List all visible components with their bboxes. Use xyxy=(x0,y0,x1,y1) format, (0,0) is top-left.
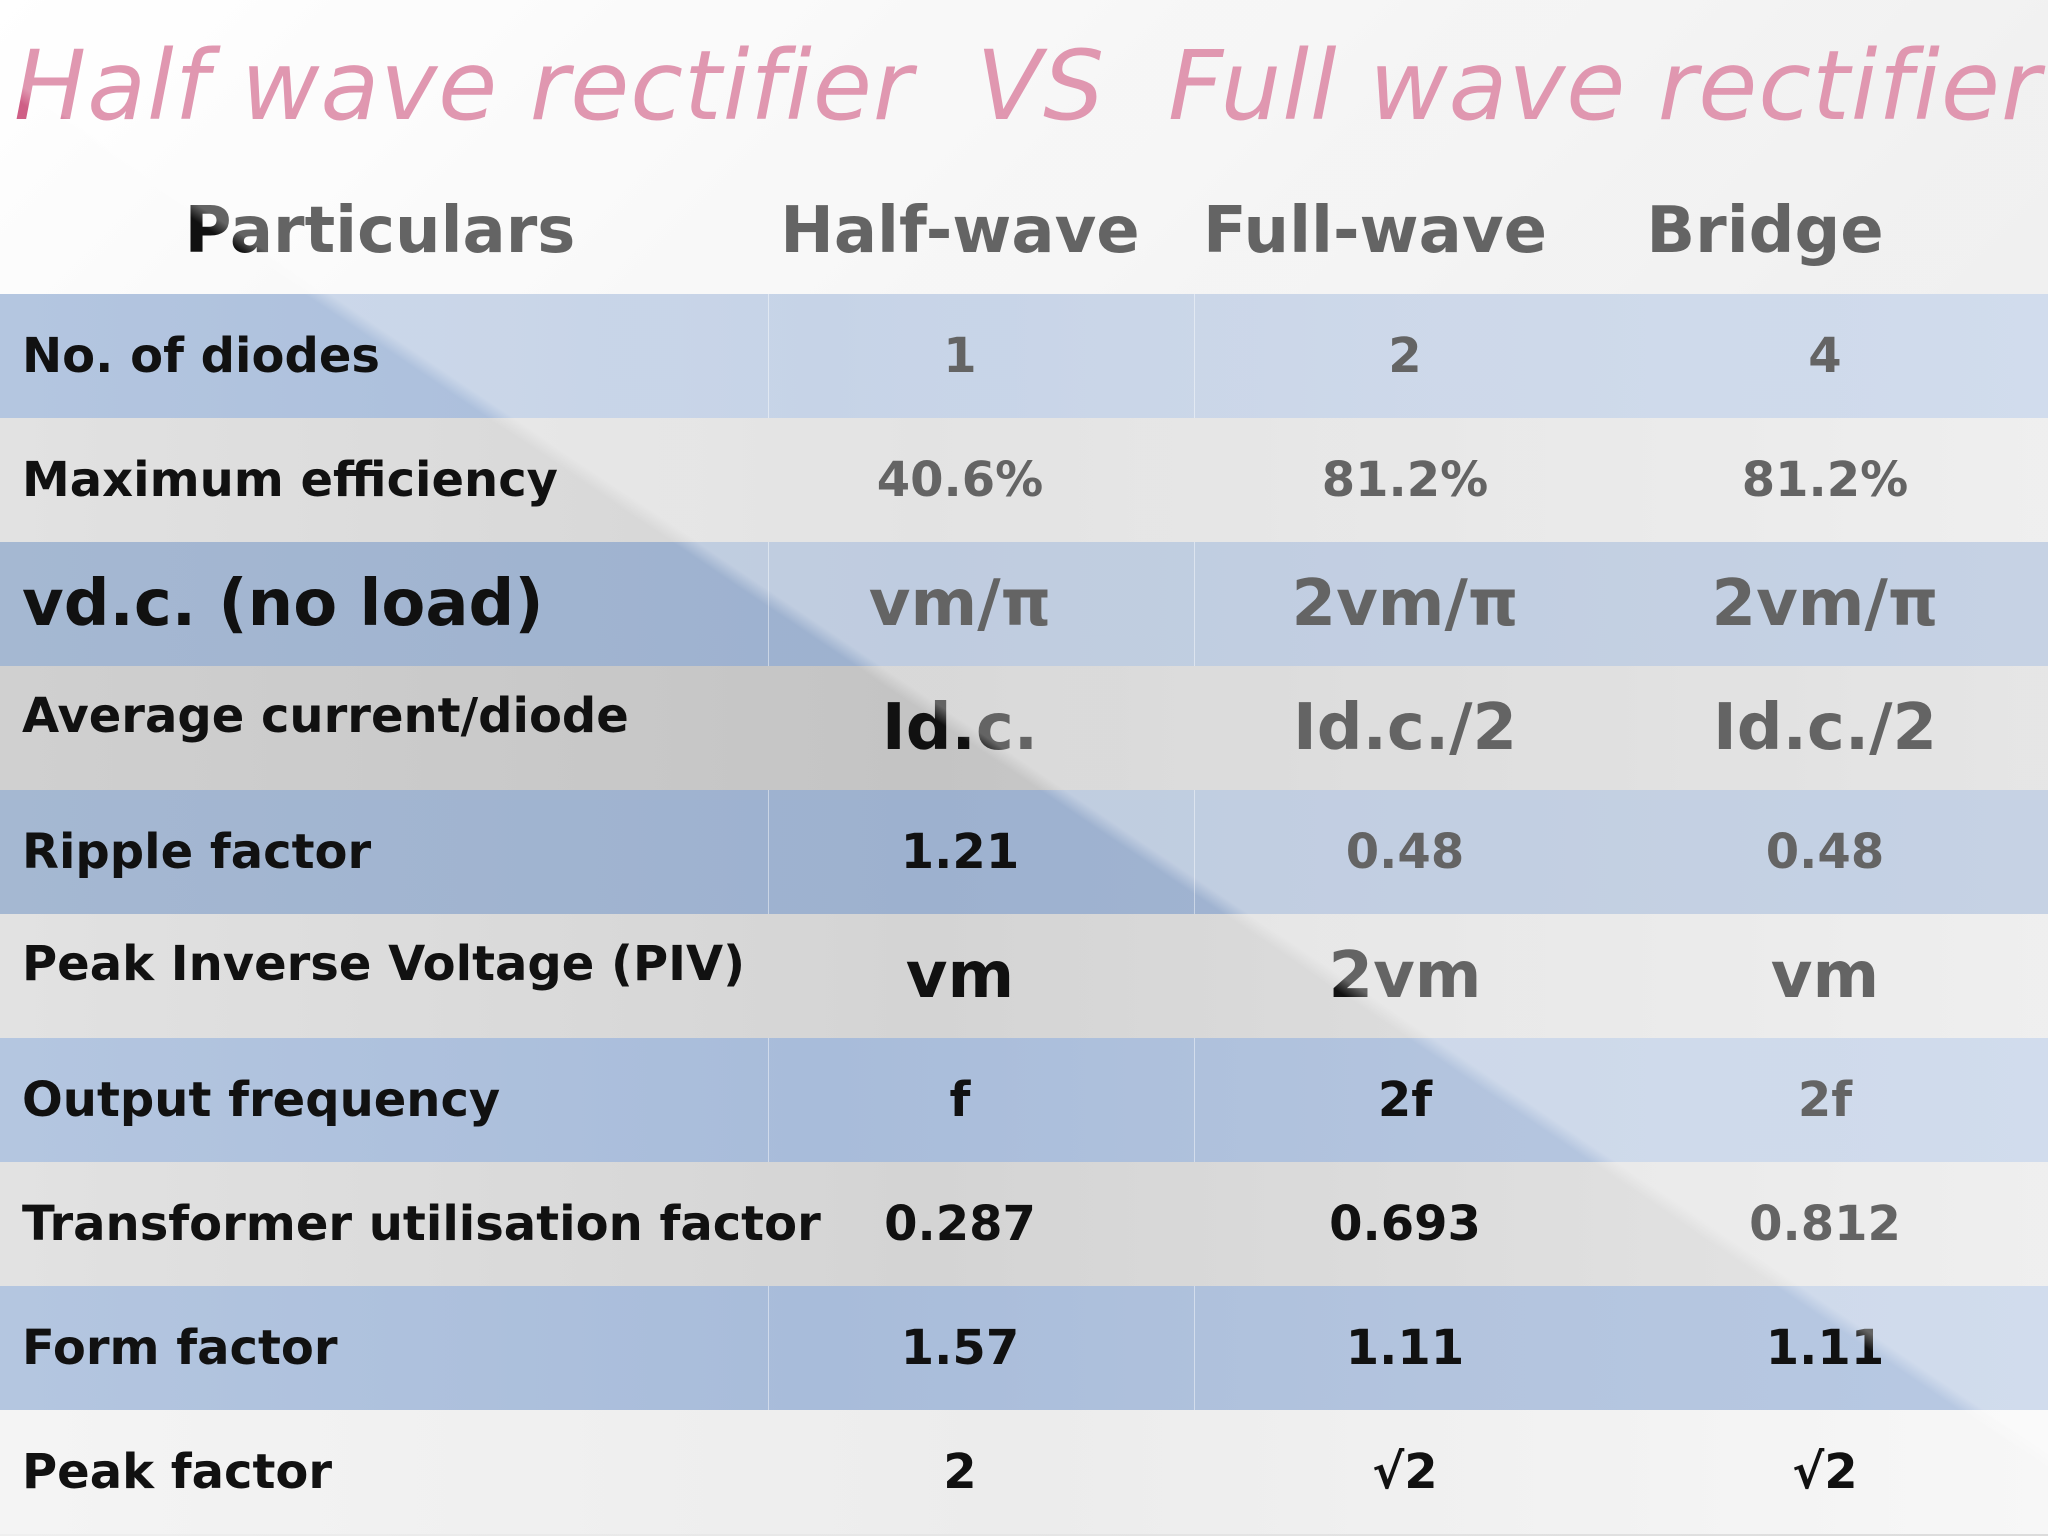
full-wave-value: 2vm/π xyxy=(1291,567,1519,641)
full-wave-value: 2vm xyxy=(1328,939,1482,1013)
full-wave-value: 0.693 xyxy=(1329,1196,1481,1252)
half-wave-value: 1 xyxy=(943,328,977,384)
row-label: Transformer utilisation factor xyxy=(22,1196,821,1252)
half-wave-value: vm xyxy=(905,939,1015,1013)
full-wave-value: 0.48 xyxy=(1345,824,1465,880)
half-wave-value: vm/π xyxy=(868,567,1052,641)
header-half-wave: Half-wave xyxy=(780,194,1140,268)
row-label: Ripple factor xyxy=(22,824,372,880)
full-wave-value: √2 xyxy=(1372,1444,1438,1500)
half-wave-value: 40.6% xyxy=(876,452,1044,508)
header-particulars: Particulars xyxy=(184,194,576,268)
row-label: Average current/diode xyxy=(22,688,629,744)
row-label: Output frequency xyxy=(22,1072,501,1128)
table-row-no-of-diodes: No. of diodes 1 2 4 xyxy=(0,294,2048,418)
table-row-maximum-efficiency: Maximum efficiency 40.6% 81.2% 81.2% xyxy=(0,418,2048,542)
row-label: No. of diodes xyxy=(22,328,380,384)
bridge-value: 0.812 xyxy=(1749,1196,1901,1252)
full-wave-value: 2f xyxy=(1377,1072,1433,1128)
row-label: vd.c. (no load) xyxy=(22,567,544,641)
full-wave-value: 81.2% xyxy=(1321,452,1489,508)
table-row-ripple-factor: Ripple factor 1.21 0.48 0.48 xyxy=(0,790,2048,914)
header-bridge: Bridge xyxy=(1646,194,1884,268)
row-label: Form factor xyxy=(22,1320,338,1376)
bridge-value: √2 xyxy=(1792,1444,1858,1500)
comparison-table: No. of diodes 1 2 4 Maximum efficiency 4… xyxy=(0,294,2048,1534)
half-wave-value: 1.21 xyxy=(900,824,1020,880)
table-row-form-factor: Form factor 1.57 1.11 1.11 xyxy=(0,1286,2048,1410)
bridge-value: 81.2% xyxy=(1741,452,1909,508)
bridge-value: 1.11 xyxy=(1765,1320,1885,1376)
bridge-value: 4 xyxy=(1808,328,1842,384)
row-label: Peak factor xyxy=(22,1444,333,1500)
table-row-output-frequency: Output frequency f 2f 2f xyxy=(0,1038,2048,1162)
full-wave-value: 2 xyxy=(1388,328,1422,384)
table-row-peak-factor: Peak factor 2 √2 √2 xyxy=(0,1410,2048,1534)
bridge-value: 0.48 xyxy=(1765,824,1885,880)
table-header: Particulars Half-wave Full-wave Bridge xyxy=(0,170,2048,292)
bridge-value: 2vm/π xyxy=(1711,567,1939,641)
half-wave-value: 0.287 xyxy=(884,1196,1036,1252)
slide-title: Half wave rectifier VS Full wave rectifi… xyxy=(14,30,2042,142)
table-row-vdc-no-load: vd.c. (no load) vm/π 2vm/π 2vm/π xyxy=(0,542,2048,666)
table-row-transformer-utilisation-factor: Transformer utilisation factor 0.287 0.6… xyxy=(0,1162,2048,1286)
header-full-wave: Full-wave xyxy=(1203,194,1547,268)
table-row-peak-inverse-voltage: Peak Inverse Voltage (PIV) vm 2vm vm xyxy=(0,914,2048,1038)
full-wave-value: 1.11 xyxy=(1345,1320,1465,1376)
bridge-value: vm xyxy=(1770,939,1880,1013)
row-label: Peak Inverse Voltage (PIV) xyxy=(22,936,746,992)
table-row-average-current-diode: Average current/diode Id.c. Id.c./2 Id.c… xyxy=(0,666,2048,790)
half-wave-value: 1.57 xyxy=(900,1320,1020,1376)
bridge-value: 2f xyxy=(1797,1072,1853,1128)
full-wave-value: Id.c./2 xyxy=(1292,691,1518,765)
bridge-value: Id.c./2 xyxy=(1712,691,1938,765)
half-wave-value: 2 xyxy=(943,1444,977,1500)
half-wave-value: Id.c. xyxy=(881,691,1039,765)
row-label: Maximum efficiency xyxy=(22,452,558,508)
half-wave-value: f xyxy=(949,1072,971,1128)
